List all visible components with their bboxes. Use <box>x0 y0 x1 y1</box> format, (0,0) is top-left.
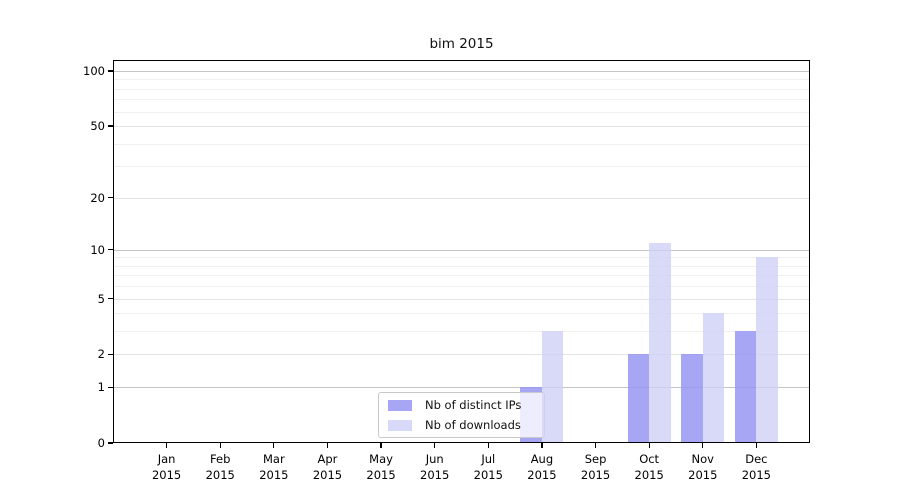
y-minor-gridline <box>113 88 810 90</box>
x-tick-year: 2015 <box>473 467 503 482</box>
legend-label-distinct-ips: Nb of distinct IPs <box>425 398 522 412</box>
y-tick <box>108 353 113 356</box>
y-tick-label: 5 <box>97 291 105 306</box>
y-minor-gridline <box>113 143 810 145</box>
bar-distinct-ips-oct <box>627 354 650 443</box>
legend-item-distinct-ips: Nb of distinct IPs <box>388 397 544 414</box>
x-tick-label: Nov 2015 <box>676 452 730 483</box>
y-tick-label: 2 <box>97 347 105 362</box>
y-tick-label: 100 <box>83 63 105 78</box>
x-tick <box>702 443 704 448</box>
x-tick <box>755 443 757 448</box>
x-tick <box>326 443 329 448</box>
bar-downloads-dec <box>756 257 778 443</box>
x-tick <box>541 443 543 448</box>
y-tick-label: 1 <box>97 380 105 395</box>
x-tick-year: 2015 <box>420 467 450 482</box>
y-gridline <box>113 387 810 389</box>
bar-distinct-ips-dec <box>734 331 757 443</box>
bar-downloads-oct <box>649 242 671 443</box>
legend-label-downloads: Nb of downloads <box>425 418 521 432</box>
x-tick-label: Jul 2015 <box>461 452 515 483</box>
x-tick-month: Sep <box>584 452 607 466</box>
bar-downloads-nov <box>702 313 725 443</box>
x-tick-month: Feb <box>210 452 231 466</box>
x-tick <box>434 443 436 448</box>
x-tick-month: Nov <box>691 452 714 466</box>
y-minor-gridline <box>113 99 810 101</box>
y-tick <box>108 125 113 127</box>
legend-swatch-distinct-ips <box>388 399 412 411</box>
x-tick-month: Oct <box>639 452 660 466</box>
bar-distinct-ips-nov <box>681 354 703 443</box>
y-gridline <box>113 70 810 72</box>
y-tick <box>108 249 113 251</box>
y-tick-label: 0 <box>97 436 105 450</box>
y-tick <box>108 70 113 72</box>
x-tick-year: 2015 <box>527 467 557 482</box>
bar-downloads-aug <box>541 331 564 443</box>
legend-swatch-downloads <box>388 419 412 431</box>
y-minor-gridline <box>113 257 810 259</box>
x-tick <box>219 443 221 448</box>
y-gridline <box>113 249 810 251</box>
x-tick-month: Dec <box>745 452 768 466</box>
x-tick-label: May 2015 <box>354 452 408 483</box>
y-minor-gridline <box>113 275 810 277</box>
x-tick-label: Apr 2015 <box>300 452 354 483</box>
x-tick <box>487 443 489 448</box>
y-tick-label: 10 <box>90 242 105 257</box>
x-tick-month: Apr <box>317 452 338 466</box>
x-tick-label: Jun 2015 <box>408 452 462 483</box>
y-tick <box>108 386 113 388</box>
legend: Nb of distinct IPs Nb of downloads <box>378 392 545 438</box>
x-tick-month: Jan <box>157 452 176 466</box>
x-tick-month: Mar <box>262 452 285 466</box>
y-minor-gridline <box>113 111 810 113</box>
x-tick-month: May <box>369 452 393 466</box>
y-minor-gridline <box>113 286 810 288</box>
x-tick-label: Aug 2015 <box>515 452 569 483</box>
x-tick-month: Jul <box>481 452 496 466</box>
x-tick-year: 2015 <box>366 467 396 482</box>
y-tick <box>108 297 113 300</box>
y-tick-label: 20 <box>90 190 105 205</box>
x-tick-year: 2015 <box>741 467 772 482</box>
x-tick-year: 2015 <box>205 467 235 482</box>
x-tick-year: 2015 <box>688 467 718 482</box>
x-tick-year: 2015 <box>151 467 182 482</box>
x-tick-label: Dec 2015 <box>729 452 783 483</box>
y-gridline <box>113 126 810 128</box>
x-tick-year: 2015 <box>634 467 664 482</box>
y-minor-gridline <box>113 265 810 267</box>
chart-title: bim 2015 <box>429 36 494 52</box>
y-gridline <box>113 298 810 300</box>
y-tick <box>108 442 113 444</box>
legend-item-downloads: Nb of downloads <box>388 417 544 434</box>
y-gridline <box>113 197 810 199</box>
y-minor-gridline <box>113 313 810 315</box>
x-tick-month: Jun <box>425 452 444 466</box>
x-tick <box>648 443 650 448</box>
x-tick-label: Mar 2015 <box>247 452 301 483</box>
y-gridline <box>113 354 810 356</box>
x-tick-label: Feb 2015 <box>193 452 247 483</box>
y-minor-gridline <box>113 79 810 81</box>
x-tick-label: Oct 2015 <box>622 452 676 483</box>
x-tick-label: Jan 2015 <box>140 452 194 483</box>
y-minor-gridline <box>113 166 810 168</box>
x-tick <box>273 443 275 448</box>
x-tick-year: 2015 <box>580 467 611 482</box>
x-tick-year: 2015 <box>312 467 343 482</box>
y-tick-label: 50 <box>90 119 105 134</box>
x-tick-label: Sep 2015 <box>569 452 623 483</box>
x-tick <box>166 443 168 448</box>
x-tick-year: 2015 <box>259 467 289 482</box>
x-tick <box>594 443 597 448</box>
x-tick-month: Aug <box>530 452 554 466</box>
x-tick <box>380 443 382 448</box>
y-minor-gridline <box>113 331 810 333</box>
y-tick <box>108 196 113 199</box>
